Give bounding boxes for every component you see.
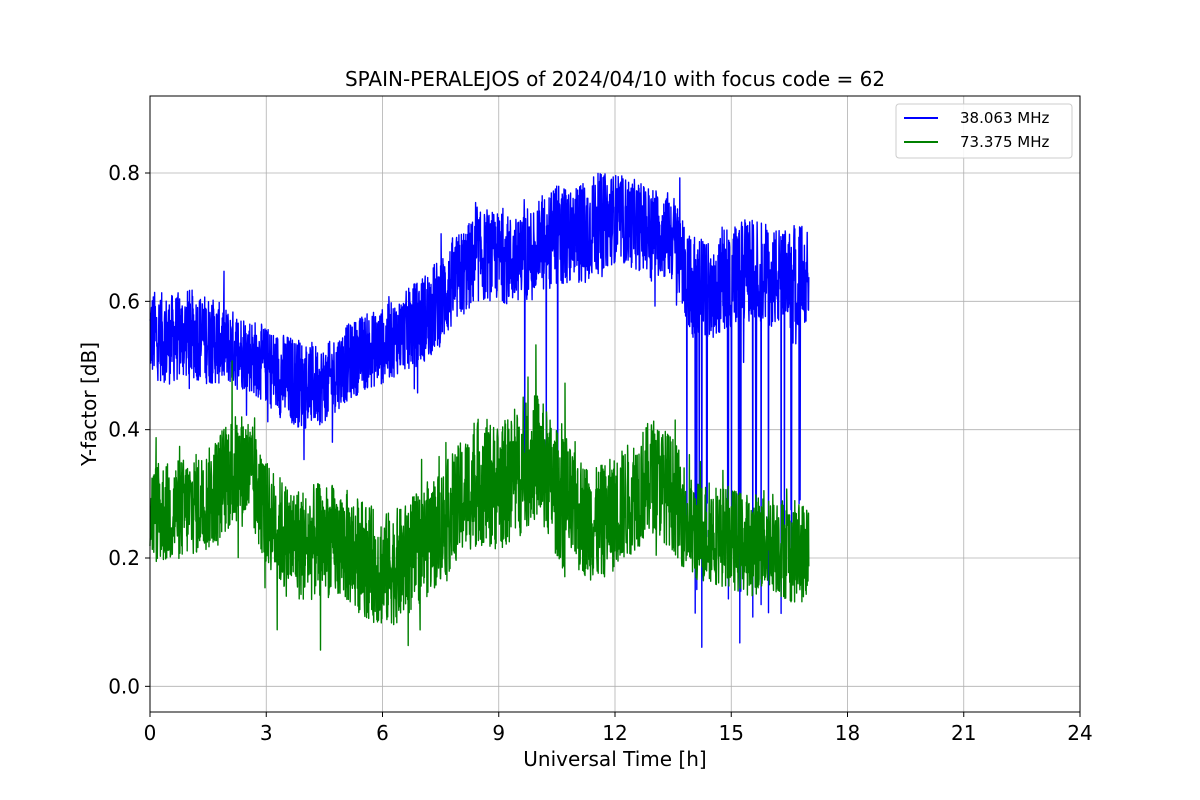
x-tick-label: 12	[602, 721, 627, 745]
x-axis-label: Universal Time [h]	[523, 747, 706, 771]
series-line-0	[149, 172, 810, 648]
y-tick-label: 0.8	[108, 161, 140, 185]
x-tick-label: 9	[492, 721, 505, 745]
x-tick-label: 15	[719, 721, 744, 745]
x-tick-label: 24	[1067, 721, 1092, 745]
x-tick-label: 18	[835, 721, 860, 745]
series-line-1	[149, 344, 810, 651]
legend-entry: 73.375 MHz	[960, 133, 1049, 151]
plot-area	[149, 172, 810, 651]
y-tick-label: 0.0	[108, 674, 140, 698]
y-tick-label: 0.6	[108, 289, 140, 313]
x-tick-label: 21	[951, 721, 976, 745]
x-tick-label: 0	[144, 721, 157, 745]
y-axis-ticks: 0.0 0.2 0.4 0.6 0.8	[108, 161, 150, 698]
y-tick-label: 0.4	[108, 418, 140, 442]
chart-title: SPAIN-PERALEJOS of 2024/04/10 with focus…	[345, 67, 885, 91]
x-axis-ticks: 0 3 6 9 12 15 18 21 24	[144, 712, 1093, 745]
x-tick-label: 6	[376, 721, 389, 745]
legend-box	[895, 103, 1073, 159]
legend-entry: 38.063 MHz	[960, 109, 1049, 127]
y-axis-label: Y-factor [dB]	[77, 342, 101, 467]
y-tick-label: 0.2	[108, 546, 140, 570]
x-tick-label: 3	[260, 721, 273, 745]
legend: 38.063 MHz 73.375 MHz	[895, 103, 1073, 159]
